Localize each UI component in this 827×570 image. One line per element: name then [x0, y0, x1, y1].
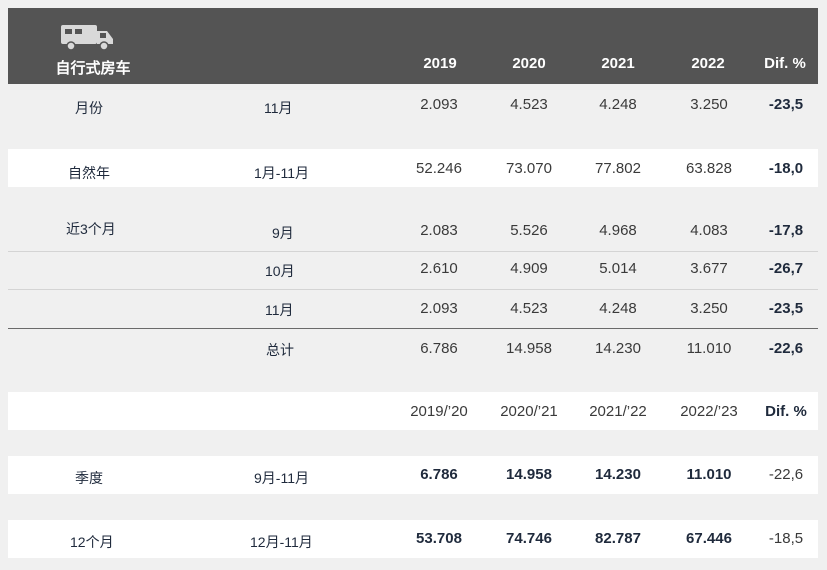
- value-3: 82.787: [595, 530, 641, 547]
- row-band: [8, 456, 818, 494]
- value-2: 14.958: [506, 466, 552, 483]
- row-period: 总计: [266, 342, 294, 358]
- row-period: 10月: [265, 263, 295, 279]
- col-header-2019: 2019: [423, 55, 457, 72]
- row-period: 12月-11月: [250, 534, 313, 550]
- season-col-4: 2022/’23: [680, 403, 738, 420]
- value-2019: 2.610: [420, 260, 458, 277]
- row-label: 12个月: [70, 534, 114, 550]
- row-period: 11月: [265, 302, 294, 318]
- value-2022: 11.010: [686, 340, 732, 357]
- row-period: 1月-11月: [254, 165, 309, 181]
- value-2021: 4.968: [599, 222, 637, 239]
- table-header: 自行式房车 2019 2020 2021 2022 Dif. %: [8, 8, 818, 84]
- season-col-3: 2021/’22: [589, 403, 647, 420]
- value-2022: 63.828: [686, 160, 732, 177]
- value-2019: 6.786: [420, 340, 458, 357]
- row-band: [8, 149, 818, 187]
- value-4: 11.010: [686, 466, 732, 483]
- row-period: 9月-11月: [254, 470, 309, 486]
- value-2022: 3.677: [690, 260, 728, 277]
- value-2020: 4.523: [510, 300, 548, 317]
- row-label-last3: 近3个月: [66, 221, 116, 237]
- value-diff: -22,6: [768, 466, 804, 483]
- table-title: 自行式房车: [55, 60, 131, 77]
- value-2022: 3.250: [690, 300, 728, 317]
- row-divider: [8, 251, 818, 252]
- value-2020: 5.526: [510, 222, 548, 239]
- value-4: 67.446: [686, 530, 732, 547]
- season-col-diff: Dif. %: [765, 403, 807, 420]
- season-col-2: 2020/’21: [500, 403, 558, 420]
- col-header-2020: 2020: [512, 55, 546, 72]
- value-diff: -23,5: [768, 96, 804, 113]
- value-2019: 2.083: [420, 222, 458, 239]
- value-2022: 3.250: [690, 96, 728, 113]
- value-2021: 5.014: [599, 260, 637, 277]
- value-1: 53.708: [416, 530, 462, 547]
- value-diff: -18,0: [768, 160, 804, 177]
- value-2021: 4.248: [599, 300, 637, 317]
- season-header-band: [8, 392, 818, 430]
- value-1: 6.786: [420, 466, 458, 483]
- value-diff: -26,7: [768, 260, 804, 277]
- row-label: 月份: [75, 100, 103, 116]
- value-3: 14.230: [595, 466, 641, 483]
- value-2019: 2.093: [420, 300, 458, 317]
- value-2020: 73.070: [506, 160, 552, 177]
- value-2020: 14.958: [506, 340, 552, 357]
- row-period: 9月: [272, 225, 294, 241]
- value-2019: 2.093: [420, 96, 458, 113]
- value-2022: 4.083: [690, 222, 728, 239]
- row-label: 自然年: [68, 165, 110, 181]
- value-2020: 4.909: [510, 260, 548, 277]
- value-diff: -17,8: [768, 222, 804, 239]
- row-divider: [8, 289, 818, 290]
- value-2021: 14.230: [595, 340, 641, 357]
- total-divider: [8, 328, 818, 329]
- row-label: 季度: [75, 470, 103, 486]
- value-diff: -23,5: [768, 300, 804, 317]
- value-2021: 4.248: [599, 96, 637, 113]
- col-header-2021: 2021: [601, 55, 635, 72]
- value-diff: -18,5: [768, 530, 804, 547]
- value-diff: -22,6: [768, 340, 804, 357]
- row-band: [8, 520, 818, 558]
- col-header-diff: Dif. %: [764, 55, 806, 72]
- value-2: 74.746: [506, 530, 552, 547]
- value-2021: 77.802: [595, 160, 641, 177]
- season-col-1: 2019/’20: [410, 403, 468, 420]
- col-header-2022: 2022: [691, 55, 725, 72]
- row-period: 11月: [264, 100, 293, 116]
- motorhome-icon: [61, 25, 113, 51]
- value-2020: 4.523: [510, 96, 548, 113]
- value-2019: 52.246: [416, 160, 462, 177]
